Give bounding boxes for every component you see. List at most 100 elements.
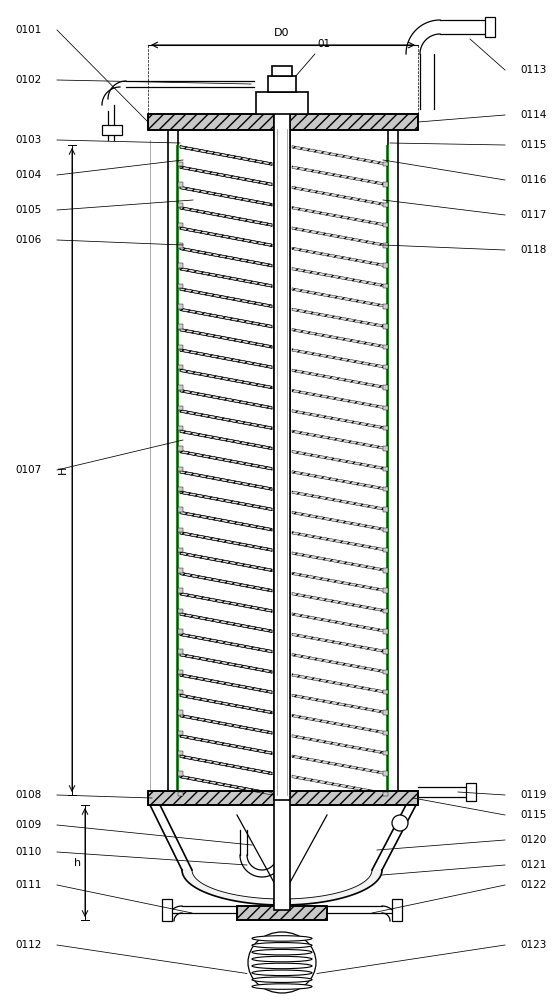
Polygon shape [180,227,272,247]
Bar [383,528,388,532]
Text: 0108: 0108 [16,790,42,800]
Polygon shape [292,592,386,612]
Polygon shape [180,328,272,348]
Polygon shape [180,511,272,531]
Bar [162,899,172,921]
Polygon shape [292,288,386,308]
Bar [178,284,183,288]
Polygon shape [180,775,272,795]
Polygon shape [180,186,272,206]
Text: 0106: 0106 [16,235,42,245]
Polygon shape [180,389,272,409]
Bar [383,223,388,227]
Bar [383,263,388,268]
Bar [383,324,388,329]
Text: 0105: 0105 [16,205,42,215]
Bar [383,548,388,552]
Polygon shape [292,146,386,165]
Bar [178,690,183,694]
Polygon shape [180,166,272,186]
Polygon shape [372,805,416,870]
Polygon shape [180,572,272,592]
Bar [383,284,388,288]
Bar [383,588,388,593]
Polygon shape [292,633,386,653]
Bar [237,906,327,920]
Polygon shape [180,471,272,490]
Text: 0117: 0117 [520,210,547,220]
Text: 0115: 0115 [520,810,547,820]
Text: 0112: 0112 [16,940,42,950]
Text: 0114: 0114 [520,110,547,120]
Polygon shape [292,471,386,490]
Bar [178,304,183,308]
Ellipse shape [252,943,312,948]
Polygon shape [292,308,386,328]
Polygon shape [180,735,272,754]
Polygon shape [292,714,386,734]
Bar [272,66,292,76]
Text: 0101: 0101 [16,25,42,35]
Polygon shape [292,267,386,287]
Polygon shape [180,308,272,328]
Bar [383,710,388,715]
Bar [102,125,122,135]
Ellipse shape [252,949,312,955]
Polygon shape [180,369,272,389]
Polygon shape [180,267,272,287]
Ellipse shape [252,956,312,962]
Polygon shape [180,450,272,470]
Text: 0102: 0102 [16,75,42,85]
Polygon shape [180,674,272,693]
Polygon shape [180,247,272,267]
Polygon shape [292,389,386,409]
Bar [178,771,183,776]
Polygon shape [292,491,386,511]
Polygon shape [180,592,272,612]
Bar [178,263,183,268]
Text: 0118: 0118 [520,245,547,255]
Text: 0120: 0120 [520,835,546,845]
Polygon shape [180,491,272,511]
Bar [383,690,388,694]
Polygon shape [292,735,386,754]
Bar [178,548,183,552]
Text: 0109: 0109 [16,820,42,830]
Bar [148,114,418,130]
Polygon shape [180,491,272,511]
Text: 0104: 0104 [16,170,42,180]
Polygon shape [180,674,272,693]
Ellipse shape [252,970,312,976]
Polygon shape [180,166,272,186]
Bar [383,670,388,674]
Polygon shape [180,633,272,653]
Polygon shape [292,653,386,673]
Bar [178,223,183,227]
Text: 0119: 0119 [520,790,547,800]
Polygon shape [292,166,386,186]
Polygon shape [292,572,386,592]
Bar [178,792,183,796]
Polygon shape [292,369,386,389]
Bar [388,130,398,795]
Bar [383,446,388,451]
Text: 0122: 0122 [520,880,547,890]
Polygon shape [180,532,272,551]
Polygon shape [180,146,272,165]
Bar [178,162,183,166]
Bar [178,365,183,369]
Polygon shape [180,511,272,531]
Polygon shape [180,207,272,226]
Polygon shape [292,613,386,633]
Bar [274,94,290,910]
Polygon shape [180,349,272,368]
Bar [178,568,183,573]
Text: h: h [74,857,81,867]
Bar [178,710,183,715]
Polygon shape [180,694,272,714]
Bar [383,304,388,308]
Ellipse shape [252,936,312,941]
Bar [383,202,388,207]
Text: 0123: 0123 [520,940,547,950]
Polygon shape [180,410,272,429]
